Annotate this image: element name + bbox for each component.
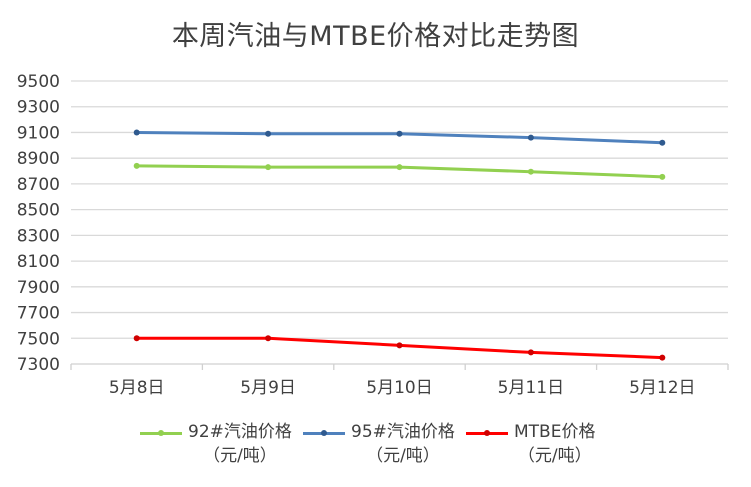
x-tick-label: 5月8日	[109, 378, 165, 398]
legend-label: 95#汽油价格	[351, 422, 455, 442]
legend-swatch-92	[140, 430, 182, 436]
legend-item-95: 95#汽油价格 （元/吨）	[303, 420, 455, 468]
y-tick-label: 8900	[17, 149, 60, 169]
legend-item-mtbe: MTBE价格 （元/吨）	[466, 420, 595, 468]
legend-swatch-95	[303, 430, 345, 436]
x-tick-label: 5月9日	[240, 378, 296, 398]
legend-label: MTBE价格	[514, 422, 596, 442]
y-tick-label: 7700	[17, 304, 60, 324]
x-tick-label: 5月10日	[366, 378, 432, 398]
y-tick-label: 9500	[17, 72, 60, 92]
data-point-marker	[527, 349, 534, 356]
legend: 92#汽油价格 （元/吨） 95#汽油价格 （元/吨） MTBE价格 （元/吨）	[140, 420, 620, 476]
data-point-marker	[396, 130, 403, 137]
y-tick-label: 8300	[17, 226, 60, 246]
y-tick-label: 7900	[17, 278, 60, 298]
data-point-marker	[527, 134, 534, 141]
y-tick-label: 8100	[17, 252, 60, 272]
data-point-marker	[133, 162, 140, 169]
legend-unit: （元/吨）	[517, 446, 592, 466]
y-tick-label: 8700	[17, 175, 60, 195]
series-lines	[133, 129, 666, 361]
data-point-marker	[265, 335, 272, 342]
x-tick-label: 5月12日	[629, 378, 695, 398]
data-point-marker	[133, 129, 140, 136]
data-point-marker	[659, 354, 666, 361]
x-axis: 5月8日 5月9日 5月10日 5月11日 5月12日	[70, 363, 729, 398]
y-tick-label: 8500	[17, 201, 60, 221]
y-axis-ticks: 9500 9300 9100 8900 8700 8500 8300 8100 7900 7700…	[17, 72, 60, 375]
data-point-marker	[265, 130, 272, 137]
legend-swatch-mtbe	[466, 430, 508, 436]
legend-item-92: 92#汽油价格 （元/吨）	[140, 420, 292, 468]
data-point-marker	[265, 164, 272, 171]
y-tick-label: 9100	[17, 123, 60, 143]
gridlines	[71, 80, 728, 339]
data-point-marker	[396, 342, 403, 349]
legend-unit: （元/吨）	[203, 446, 277, 466]
x-tick-label: 5月11日	[498, 378, 564, 398]
data-point-marker	[133, 335, 140, 342]
data-point-marker	[659, 173, 666, 180]
legend-label: 92#汽油价格	[188, 422, 292, 442]
chart-title: 本周汽油与MTBE价格对比走势图	[171, 21, 580, 52]
data-point-marker	[527, 168, 534, 175]
y-tick-label: 7300	[17, 355, 60, 375]
y-tick-label: 9300	[17, 98, 60, 118]
legend-unit: （元/吨）	[366, 446, 440, 466]
data-point-marker	[659, 139, 666, 146]
y-tick-label: 7500	[17, 329, 60, 349]
data-point-marker	[396, 164, 403, 171]
